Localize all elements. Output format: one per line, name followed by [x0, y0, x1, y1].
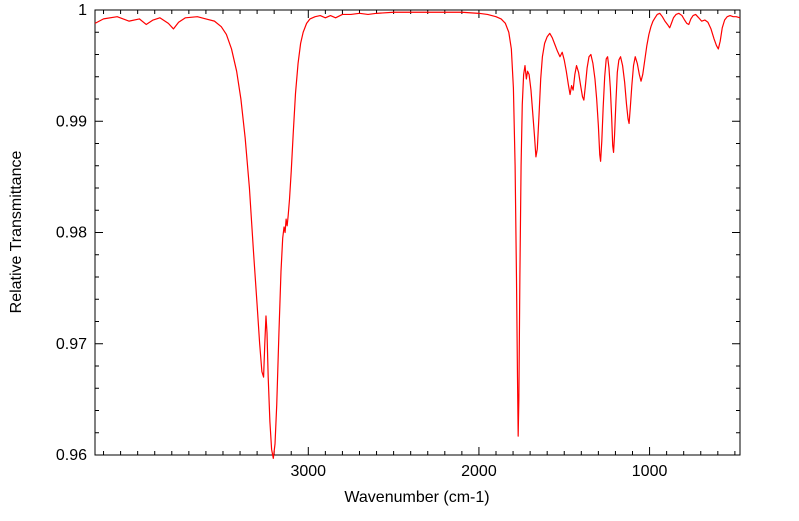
x-tick-labels: 3000 2000 1000	[290, 463, 667, 480]
y-tick-labels: 0.96 0.97 0.98 0.99 1	[56, 2, 87, 464]
x-axis-title: Wavenumber (cm-1)	[344, 489, 489, 506]
x-tick-label: 1000	[632, 463, 668, 480]
axis-ticks	[95, 9, 740, 456]
y-tick-label: 0.99	[56, 113, 87, 130]
spectrum-series	[94, 11, 741, 459]
x-tick-label: 2000	[461, 463, 497, 480]
x-tick-label: 3000	[290, 463, 326, 480]
y-tick-label: 1	[78, 2, 87, 19]
y-tick-label: 0.96	[56, 447, 87, 464]
y-tick-label: 0.97	[56, 336, 87, 353]
y-tick-label: 0.98	[56, 225, 87, 242]
plot-frame	[94, 9, 741, 456]
ir-spectrum-curve	[94, 11, 741, 459]
y-axis-title: Relative Transmittance	[8, 151, 25, 314]
